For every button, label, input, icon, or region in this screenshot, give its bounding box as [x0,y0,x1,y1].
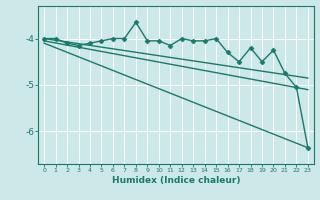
X-axis label: Humidex (Indice chaleur): Humidex (Indice chaleur) [112,176,240,185]
